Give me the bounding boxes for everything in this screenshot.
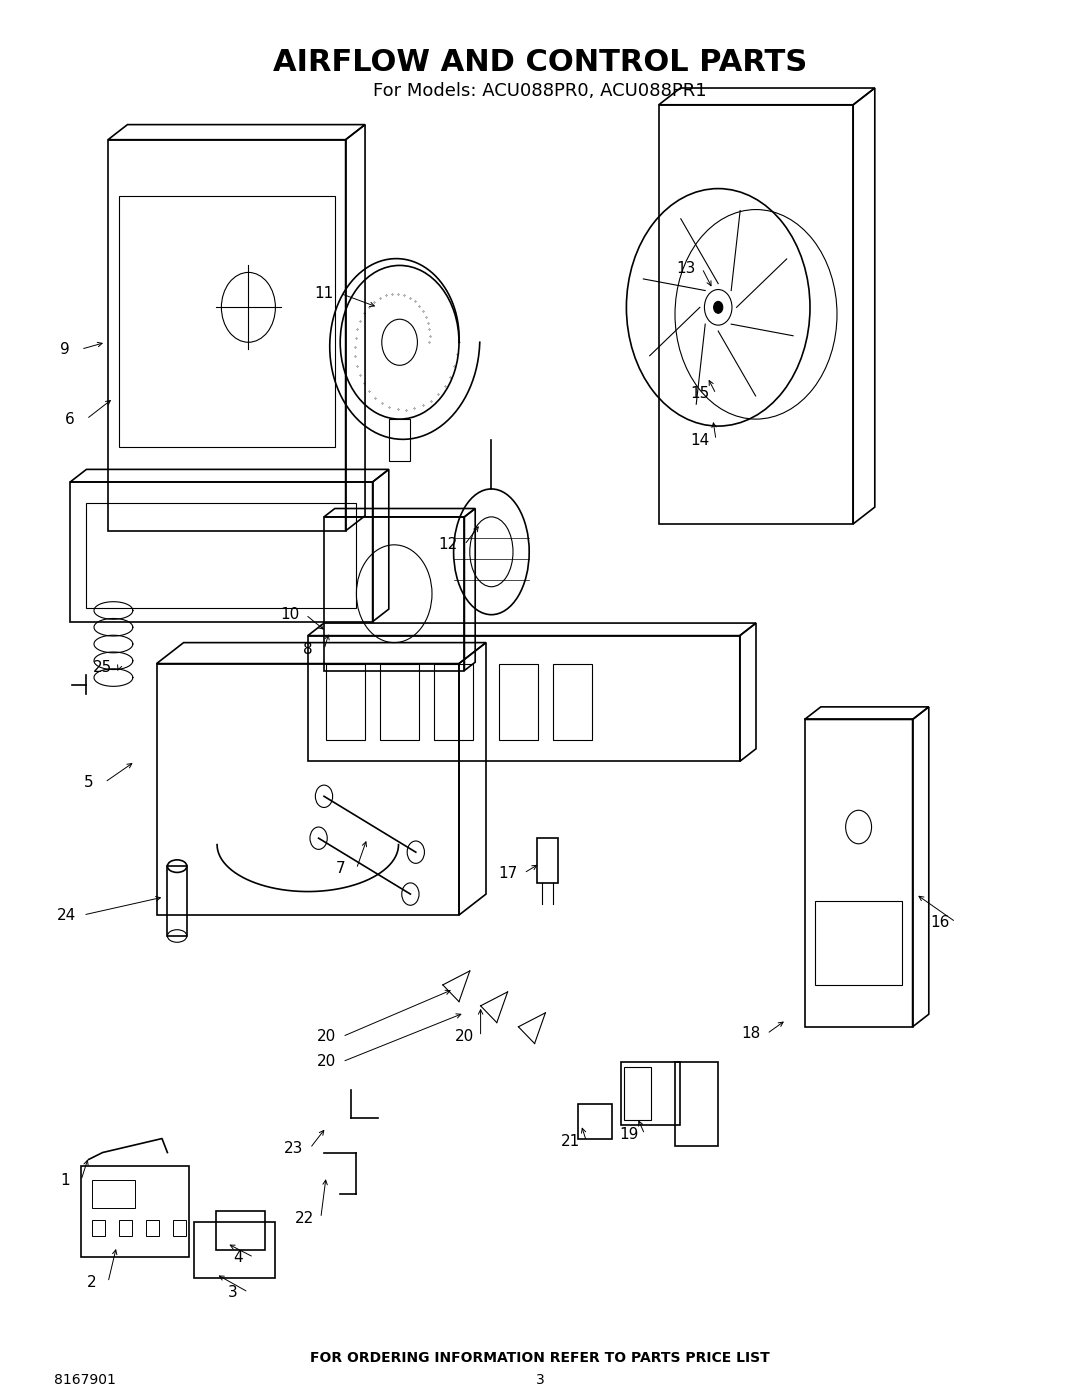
Text: 20: 20 [316,1030,336,1044]
Text: AIRFLOW AND CONTROL PARTS: AIRFLOW AND CONTROL PARTS [273,49,807,77]
Text: 5: 5 [84,775,93,789]
Bar [194,1222,275,1278]
Text: 12: 12 [438,538,458,552]
Bar [81,1166,189,1257]
Text: 6: 6 [65,412,76,426]
Text: 4: 4 [233,1250,242,1264]
Bar [537,838,558,883]
Bar [499,664,538,740]
Text: FOR ORDERING INFORMATION REFER TO PARTS PRICE LIST: FOR ORDERING INFORMATION REFER TO PARTS … [310,1351,770,1365]
Bar [146,1220,159,1236]
Bar [173,1220,186,1236]
Text: 16: 16 [930,915,949,929]
Text: 15: 15 [690,387,710,401]
Bar [553,664,592,740]
Text: 13: 13 [676,261,696,275]
Bar [167,866,187,936]
Text: 8: 8 [303,643,312,657]
Text: 7: 7 [336,862,345,876]
Text: 8167901: 8167901 [54,1373,116,1387]
Text: 1: 1 [60,1173,69,1187]
Bar [92,1180,135,1208]
Bar [621,1062,680,1125]
Text: 10: 10 [280,608,299,622]
Text: 22: 22 [295,1211,314,1225]
Text: 2: 2 [87,1275,96,1289]
Text: 23: 23 [284,1141,303,1155]
Text: 17: 17 [498,866,517,880]
Circle shape [714,302,723,313]
Text: 18: 18 [741,1027,760,1041]
Bar [815,901,902,985]
Text: 19: 19 [619,1127,638,1141]
Bar [119,196,335,447]
Bar [434,664,473,740]
Text: 11: 11 [314,286,334,300]
Bar [86,503,356,608]
Text: 24: 24 [57,908,77,922]
Text: 14: 14 [690,433,710,447]
Bar [380,664,419,740]
Bar [578,1104,612,1139]
Text: 25: 25 [93,661,112,675]
Bar [624,1067,651,1120]
Text: 21: 21 [561,1134,580,1148]
Text: 3: 3 [536,1373,544,1387]
Text: 20: 20 [455,1030,474,1044]
Bar [92,1220,105,1236]
Bar [119,1220,132,1236]
Text: 20: 20 [316,1055,336,1069]
Bar [326,664,365,740]
Text: 3: 3 [227,1285,238,1299]
Bar [675,1062,718,1146]
Bar [216,1211,265,1250]
Text: For Models: ACU088PR0, ACU088PR1: For Models: ACU088PR0, ACU088PR1 [374,82,706,99]
Text: 9: 9 [59,342,70,356]
